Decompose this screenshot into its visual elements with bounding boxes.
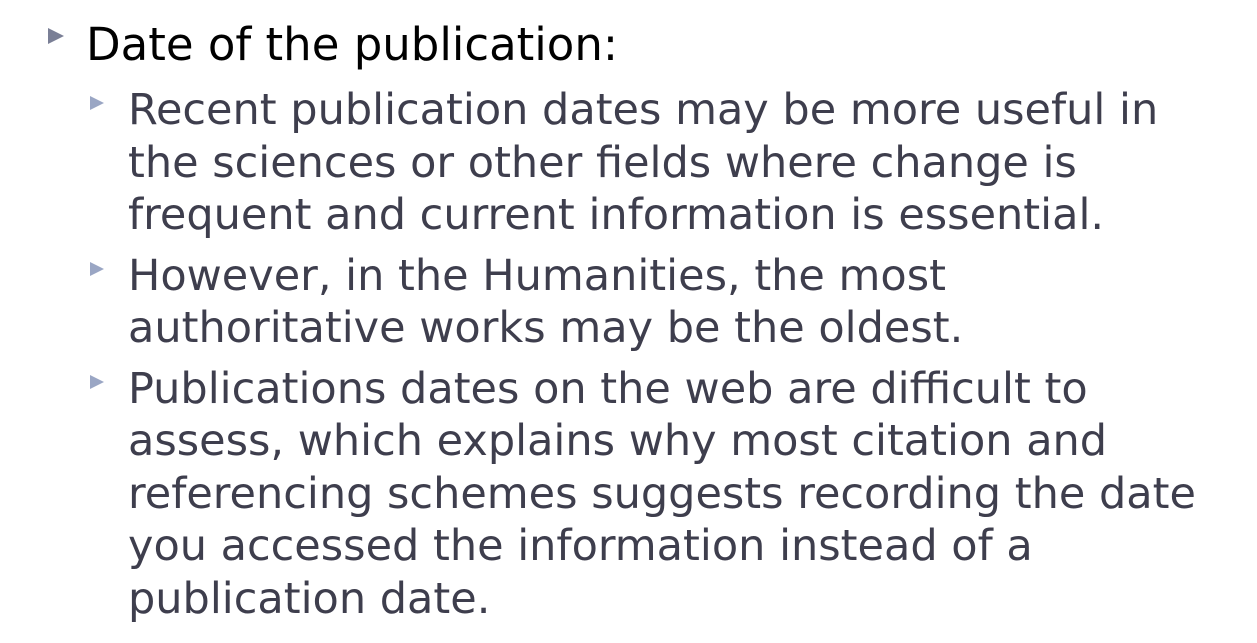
triangle-bullet-icon (90, 261, 104, 276)
sub-bullet-text: Publications dates on the web are diffic… (128, 363, 1240, 626)
text-line: the sciences or other fields where chang… (128, 137, 1077, 188)
text-line: authoritative works may be the oldest. (128, 303, 964, 353)
top-level-bullet: Date of the publication: (48, 18, 1238, 72)
text-line: referencing schemes suggests recording t… (128, 468, 1196, 519)
text-line: Publications dates on the web are diffic… (128, 363, 1088, 414)
text-line: assess, which explains why most citation… (128, 416, 1108, 466)
sub-bullet-list: Recent publication dates may be more use… (90, 84, 1240, 633)
sub-bullet-text: However, in the Humanities, the most aut… (128, 250, 1240, 355)
triangle-bullet-icon (48, 28, 64, 44)
text-line: frequent and current information is esse… (128, 190, 1105, 240)
triangle-bullet-icon (90, 374, 104, 389)
sub-bullet-text: Recent publication dates may be more use… (128, 84, 1240, 242)
triangle-bullet-icon (90, 96, 104, 110)
text-line: you accessed the information instead of … (128, 521, 1033, 571)
sub-bullet-item: However, in the Humanities, the most aut… (90, 250, 1240, 355)
sub-bullet-item: Recent publication dates may be more use… (90, 84, 1240, 242)
sub-bullet-item: Publications dates on the web are diffic… (90, 363, 1240, 626)
text-line: publication date. (128, 573, 491, 624)
text-line: However, in the Humanities, the most (128, 250, 947, 301)
text-line: Recent publication dates may be more use… (128, 85, 1159, 135)
bullet-heading: Date of the publication: (86, 18, 619, 71)
